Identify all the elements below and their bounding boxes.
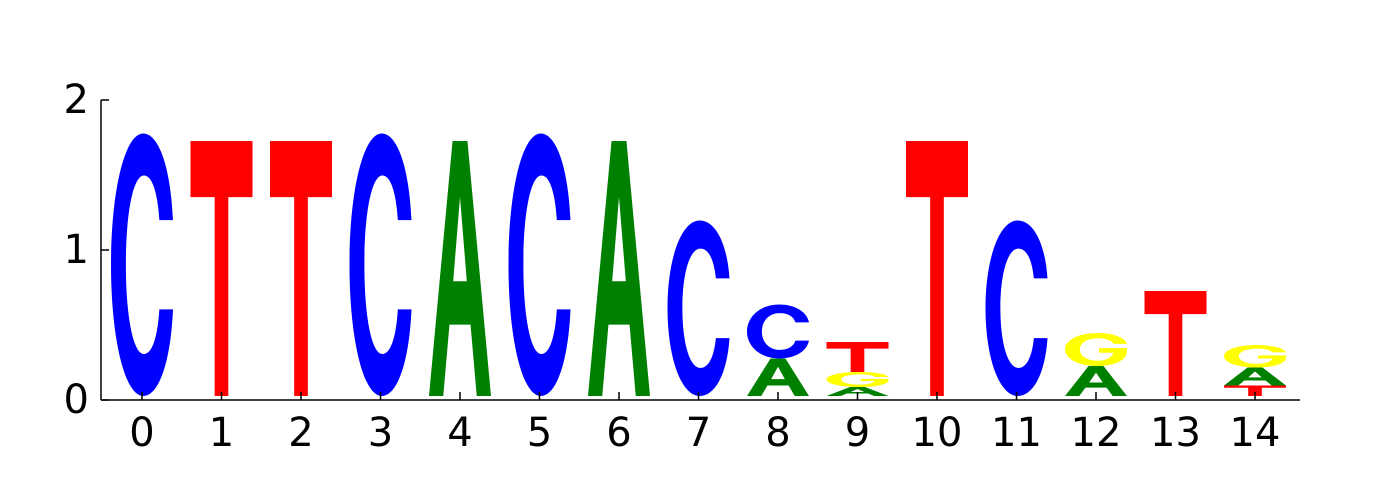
logo-letter-pos13-T bbox=[1144, 291, 1207, 396]
logo-letters bbox=[111, 133, 1286, 396]
x-tick-label: 3 bbox=[368, 410, 393, 456]
x-tick-label: 0 bbox=[129, 410, 154, 456]
x-tick-label: 11 bbox=[991, 410, 1042, 456]
logo-letter-pos2-T bbox=[270, 141, 332, 396]
logo-letter-pos12-A bbox=[1065, 366, 1127, 396]
logo-letter-pos9-G bbox=[826, 372, 889, 387]
x-tick-label: 2 bbox=[288, 410, 313, 456]
logo-letter-pos0-C bbox=[111, 133, 173, 396]
logo-letter-pos9-A bbox=[826, 387, 889, 396]
y-tick-label: 2 bbox=[64, 77, 89, 123]
logo-letter-pos14-A bbox=[1224, 367, 1286, 386]
logo-letter-pos9-T bbox=[826, 342, 889, 372]
logo-letter-pos3-C bbox=[349, 133, 412, 396]
y-tick-label: 1 bbox=[64, 227, 89, 273]
logo-letter-pos8-C bbox=[747, 304, 809, 359]
logo-letter-pos10-T bbox=[906, 141, 968, 396]
logo-letter-pos14-T bbox=[1224, 385, 1286, 396]
logo-letter-pos4-A bbox=[429, 141, 491, 396]
logo-letter-pos1-T bbox=[190, 141, 253, 396]
x-tick-label: 8 bbox=[765, 410, 790, 456]
logo-letter-pos11-C bbox=[985, 220, 1048, 396]
y-tick-label: 0 bbox=[64, 377, 89, 423]
logo-letter-pos5-C bbox=[508, 133, 571, 396]
x-tick-label: 13 bbox=[1150, 410, 1201, 456]
x-tick-label: 9 bbox=[845, 410, 870, 456]
x-tick-label: 14 bbox=[1230, 410, 1281, 456]
x-tick-label: 1 bbox=[209, 410, 234, 456]
x-tick-label: 12 bbox=[1071, 410, 1122, 456]
x-tick-label: 5 bbox=[527, 410, 552, 456]
logo-letter-pos14-G bbox=[1224, 345, 1286, 368]
x-tick-label: 6 bbox=[606, 410, 631, 456]
x-tick-label: 10 bbox=[912, 410, 963, 456]
x-tick-label: 7 bbox=[686, 410, 711, 456]
logo-letter-pos6-A bbox=[588, 141, 650, 396]
logo-letter-pos12-G bbox=[1065, 333, 1127, 366]
logo-letter-pos7-C bbox=[667, 220, 730, 396]
x-tick-label: 4 bbox=[447, 410, 472, 456]
logo-letter-pos8-A bbox=[747, 358, 809, 396]
